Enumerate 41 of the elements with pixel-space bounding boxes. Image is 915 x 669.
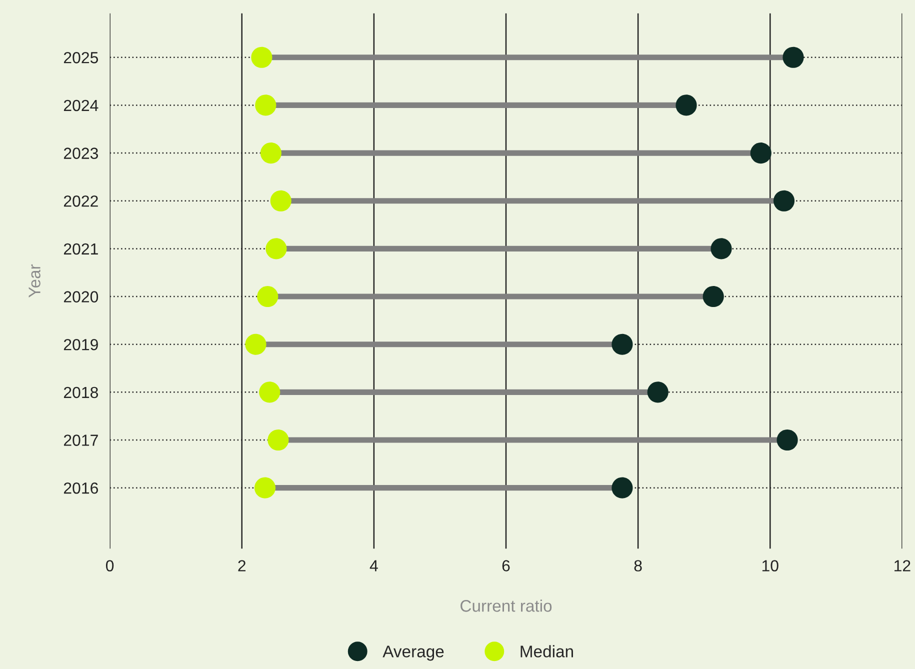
point bbox=[251, 46, 272, 68]
x-tick-label: 6 bbox=[502, 560, 510, 572]
y-tick-label: 2019 bbox=[64, 338, 98, 350]
point bbox=[647, 382, 668, 403]
y-tick-label: 2024 bbox=[64, 100, 98, 112]
y-tick-label: 2017 bbox=[64, 434, 98, 446]
x-tick-label: 4 bbox=[370, 560, 378, 572]
point bbox=[776, 429, 798, 451]
point bbox=[702, 286, 724, 308]
point bbox=[612, 477, 633, 498]
x-tick-label: 0 bbox=[106, 560, 114, 572]
point bbox=[259, 382, 280, 403]
point bbox=[255, 94, 276, 116]
point bbox=[260, 142, 282, 164]
point bbox=[782, 46, 804, 68]
x-axis-title: Current ratio bbox=[460, 600, 552, 612]
y-tick-label: 2022 bbox=[64, 196, 98, 207]
y-tick-label: 2016 bbox=[64, 482, 98, 494]
point bbox=[266, 238, 287, 260]
y-tick-label: 2020 bbox=[64, 291, 98, 302]
point bbox=[750, 142, 772, 164]
point bbox=[612, 334, 633, 355]
y-tick-label: 2025 bbox=[64, 52, 98, 64]
x-tick-label: 8 bbox=[634, 560, 642, 572]
legend-label: Median bbox=[520, 645, 573, 658]
point bbox=[773, 190, 795, 212]
point bbox=[676, 94, 697, 116]
y-axis-title: Year bbox=[28, 264, 40, 298]
point bbox=[710, 238, 732, 260]
y-tick-label: 2021 bbox=[64, 243, 98, 255]
point bbox=[254, 477, 276, 498]
y-tick-label: 2018 bbox=[64, 386, 98, 398]
x-tick-label: 12 bbox=[894, 560, 910, 572]
legend-label: Average bbox=[382, 646, 444, 661]
x-tick-label: 2 bbox=[238, 560, 246, 572]
point bbox=[268, 429, 289, 451]
point bbox=[270, 190, 292, 212]
y-tick-label: 2023 bbox=[64, 148, 98, 159]
point bbox=[245, 334, 266, 355]
x-tick-label: 10 bbox=[762, 560, 778, 572]
point bbox=[257, 286, 278, 308]
